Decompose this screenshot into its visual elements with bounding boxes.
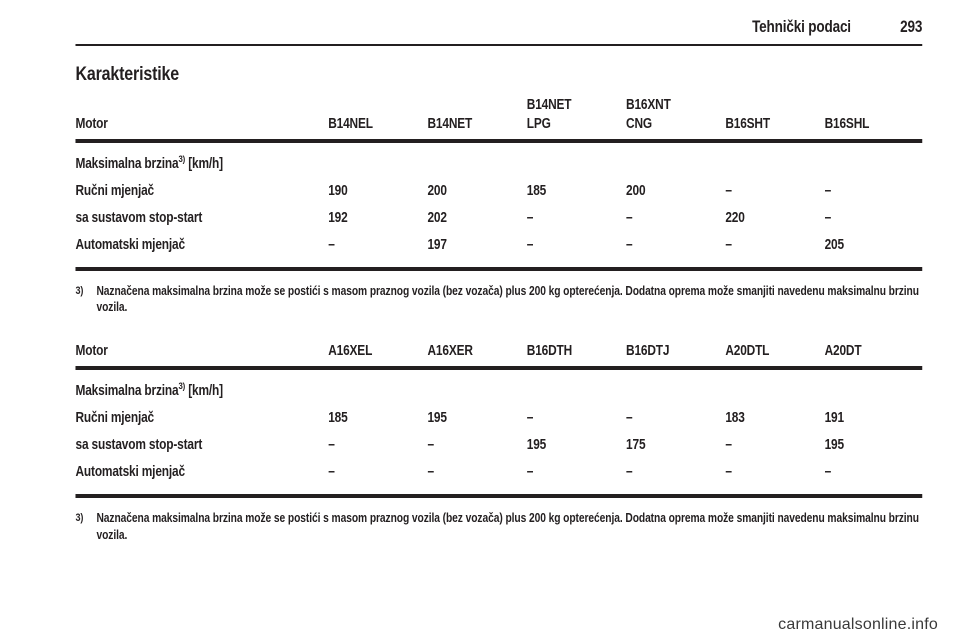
cell-value: 195 — [824, 436, 845, 453]
engine-column-header: A16XER — [427, 343, 473, 360]
engine-column-header: B16SHL — [824, 115, 870, 132]
cell-value: – — [626, 463, 633, 480]
cell-value: – — [725, 436, 732, 453]
row-label: Ručni mjenjač — [75, 409, 155, 426]
table-row: Automatski mjenjač – – – – – – — [75, 453, 922, 480]
running-header-title: Tehnički podaci — [752, 18, 851, 36]
cell-value: 200 — [427, 182, 447, 199]
section-row-max-speed: Maksimalna brzina3) [km/h] — [75, 143, 922, 172]
engine-column-header: B16XNT CNG — [626, 97, 671, 132]
cell-value: – — [526, 209, 534, 226]
cell-value: – — [626, 236, 633, 253]
cell-value: 183 — [725, 409, 745, 426]
table-rule — [75, 493, 923, 498]
cell-value: 175 — [626, 436, 646, 453]
cell-value: – — [328, 236, 335, 253]
cell-value: – — [526, 236, 534, 253]
footnote-marker: 3) — [75, 511, 84, 524]
footnote-text: Naznačena maksimalna brzina može se post… — [96, 283, 919, 315]
cell-value: – — [725, 236, 732, 253]
engine-column-header: B14NEL — [328, 115, 373, 132]
table-rule — [75, 266, 923, 271]
engine-column-header: A16XEL — [328, 343, 373, 360]
cell-value: 197 — [427, 236, 447, 253]
running-header: Tehnički podaci 293 — [75, 18, 922, 37]
cell-value: 191 — [824, 409, 845, 426]
row-label: Automatski mjenjač — [75, 236, 185, 253]
section-unit: [km/h] — [185, 382, 223, 399]
cell-value: 185 — [328, 409, 348, 426]
cell-value: 195 — [427, 409, 447, 426]
cell-value: 192 — [328, 209, 348, 226]
cell-value: 190 — [328, 182, 348, 199]
cell-value: – — [526, 463, 534, 480]
engine-column-header: B14NET LPG — [526, 97, 572, 132]
cell-value: 195 — [526, 436, 547, 453]
footnote-marker: 3) — [75, 284, 84, 297]
row-label: Automatski mjenjač — [75, 463, 185, 480]
cell-value: – — [328, 436, 335, 453]
cell-value: – — [725, 182, 732, 199]
engine-column-header: A20DTL — [725, 343, 770, 360]
row-label: sa sustavom stop-start — [75, 436, 203, 453]
cell-value: – — [526, 409, 534, 426]
watermark-text: carmanualsonline.info — [778, 616, 938, 633]
cell-value: – — [427, 436, 434, 453]
table-row: Ručni mjenjač 190 200 185 200 – – — [75, 172, 922, 199]
page-number: 293 — [900, 18, 923, 36]
table-row: Ručni mjenjač 185 195 – – 183 191 — [75, 399, 922, 426]
table-row: sa sustavom stop-start 192 202 – – 220 – — [75, 199, 922, 226]
cell-value: – — [824, 463, 832, 480]
spec-table-diesel: Motor A16XEL A16XER B16DTH B16DTJ A20DTL… — [75, 342, 923, 498]
table-header-row: Motor A16XEL A16XER B16DTH B16DTJ A20DTL… — [75, 342, 922, 361]
footnote: 3) Naznačena maksimalna brzina može se p… — [75, 510, 922, 544]
table-rule — [75, 366, 923, 371]
spec-table-petrol: Motor B14NEL B14NET B14NET LPG B16XNT CN… — [75, 96, 923, 271]
motor-column-label: Motor — [75, 115, 108, 132]
cell-value: 220 — [725, 209, 745, 226]
cell-value: 202 — [427, 209, 447, 226]
cell-value: – — [824, 209, 832, 226]
cell-value: – — [427, 463, 434, 480]
manual-page: Tehnički podaci 293 Karakteristike Motor… — [75, 18, 923, 544]
cell-value: – — [824, 182, 832, 199]
row-label: Ručni mjenjač — [75, 182, 155, 199]
cell-value: 205 — [824, 236, 845, 253]
table-rule — [75, 138, 923, 143]
cell-value: 185 — [526, 182, 547, 199]
header-divider — [75, 44, 923, 46]
row-label: sa sustavom stop-start — [75, 209, 203, 226]
cell-value: – — [725, 463, 732, 480]
cell-value: – — [626, 409, 633, 426]
engine-column-header: B16DTH — [526, 343, 573, 360]
cell-value: – — [626, 209, 633, 226]
engine-column-header: B16SHT — [725, 115, 770, 132]
engine-column-header: B16DTJ — [626, 343, 670, 360]
engine-column-header: A20DT — [824, 343, 862, 360]
footnote: 3) Naznačena maksimalna brzina može se p… — [75, 283, 922, 317]
motor-column-label: Motor — [75, 343, 108, 360]
page-title: Karakteristike — [75, 63, 180, 85]
table-header-row: Motor B14NEL B14NET B14NET LPG B16XNT CN… — [75, 96, 922, 134]
cell-value: 200 — [626, 182, 646, 199]
section-unit: [km/h] — [185, 155, 223, 172]
cell-value: – — [328, 463, 335, 480]
section-label: Maksimalna brzina — [75, 382, 179, 399]
section-row-max-speed: Maksimalna brzina3) [km/h] — [75, 370, 922, 399]
footnote-reference: 3) — [178, 381, 186, 393]
table-row: sa sustavom stop-start – – 195 175 – 195 — [75, 426, 922, 453]
page-scale-wrapper: Tehnički podaci 293 Karakteristike Motor… — [75, 18, 923, 544]
footnote-text: Naznačena maksimalna brzina može se post… — [96, 510, 919, 542]
engine-column-header: B14NET — [427, 115, 473, 132]
section-label: Maksimalna brzina — [75, 155, 179, 172]
footnote-reference: 3) — [178, 153, 186, 165]
table-row: Automatski mjenjač – 197 – – – 205 — [75, 226, 922, 253]
